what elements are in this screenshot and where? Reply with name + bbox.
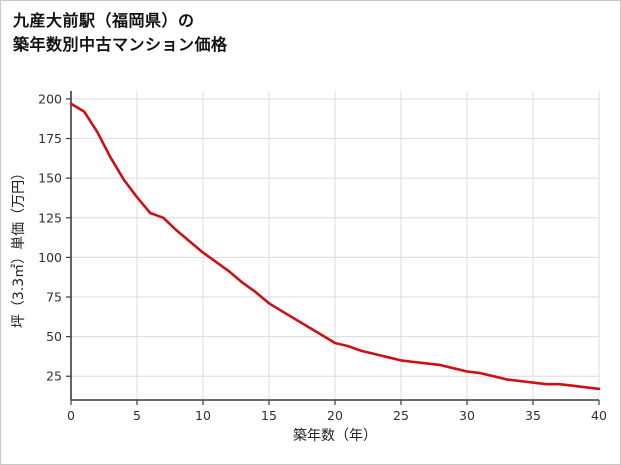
chart-title-line2: 築年数別中古マンション価格 — [13, 35, 228, 54]
y-tick-label: 100 — [38, 250, 62, 265]
y-tick-label: 125 — [38, 210, 62, 225]
gridlines — [71, 91, 600, 400]
x-axis-label: 築年数（年） — [293, 428, 377, 444]
y-tick-label: 175 — [38, 131, 62, 146]
x-tick-label: 30 — [459, 408, 475, 423]
tick-labels: 0 5 10 15 20 25 30 35 40 25 50 75 100 125 150 175 200 — [38, 91, 607, 423]
x-tick-label: 0 — [67, 408, 75, 423]
y-axis-label: 坪（3.3㎡）単価（万円） — [11, 166, 27, 328]
y-tick-label: 50 — [46, 329, 62, 344]
x-tick-label: 10 — [195, 408, 211, 423]
y-tick-label: 200 — [38, 91, 62, 106]
chart-title: 九産大前駅（福岡県）の 築年数別中古マンション価格 — [13, 9, 228, 57]
y-tick-label: 75 — [46, 290, 62, 305]
x-tick-label: 35 — [525, 408, 541, 423]
chart-title-line1: 九産大前駅（福岡県）の — [13, 11, 195, 30]
tick-marks — [66, 98, 600, 405]
x-tick-label: 25 — [393, 408, 409, 423]
y-tick-label: 150 — [38, 171, 62, 186]
x-tick-label: 20 — [327, 408, 343, 423]
x-tick-label: 40 — [591, 408, 607, 423]
price-line — [69, 102, 601, 391]
y-tick-label: 25 — [46, 369, 62, 384]
x-tick-label: 5 — [133, 408, 141, 423]
x-tick-label: 15 — [261, 408, 277, 423]
